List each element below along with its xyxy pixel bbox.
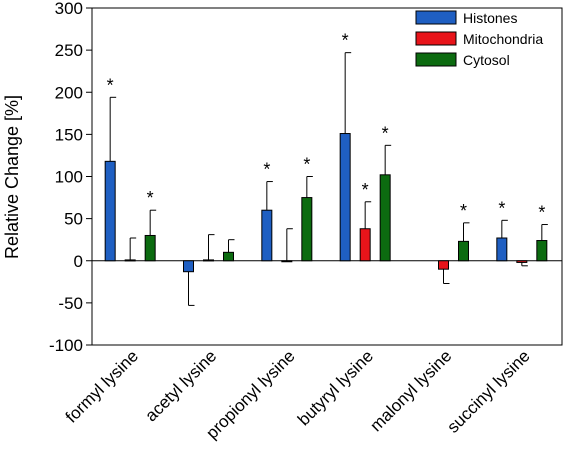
chart-legend: Histones Mitochondria Cytosol (415, 10, 543, 68)
significance-star: * (263, 160, 270, 180)
significance-star: * (303, 155, 310, 175)
legend-swatch (415, 10, 457, 25)
bar (438, 260, 449, 270)
bar (104, 160, 116, 262)
bar (301, 197, 313, 262)
category-label: butyryl lysine (294, 346, 377, 429)
legend-label: Cytosol (463, 52, 510, 68)
bar (496, 237, 508, 262)
bar (379, 174, 391, 262)
bar (536, 240, 548, 262)
y-tick-label: -50 (58, 294, 83, 313)
y-tick-label: 50 (64, 210, 83, 229)
significance-star: * (460, 201, 467, 221)
y-axis-label: Relative Change [%] (2, 95, 22, 259)
bar (359, 228, 371, 262)
category-label: formyl lysine (62, 346, 142, 426)
bar (516, 260, 528, 263)
legend-label: Histones (463, 10, 517, 26)
bar (339, 133, 351, 262)
chart-bars (104, 52, 548, 306)
significance-star: * (362, 180, 369, 200)
bar (458, 240, 469, 262)
bar (281, 260, 293, 263)
category-label: acetyl lysine (141, 346, 220, 425)
significance-star: * (107, 75, 114, 95)
category-label: succinyl lysine (443, 346, 533, 436)
bar (261, 209, 273, 262)
y-tick-label: 250 (55, 41, 83, 60)
bar (223, 251, 234, 262)
legend-label: Mitochondria (463, 31, 543, 47)
significance-star: * (538, 203, 545, 223)
category-label: malonyl lysine (366, 346, 455, 435)
chart-axes (86, 7, 563, 346)
legend-swatch (415, 52, 457, 67)
bar (203, 259, 214, 262)
bar (144, 234, 156, 262)
bar (124, 259, 136, 262)
legend-swatch (415, 31, 457, 46)
significance-star: * (382, 123, 389, 143)
y-tick-label: 0 (74, 252, 83, 271)
y-tick-label: 300 (55, 0, 83, 18)
y-tick-label: 200 (55, 83, 83, 102)
y-tick-label: -100 (49, 336, 83, 355)
y-tick-label: 150 (55, 125, 83, 144)
y-tick-label: 100 (55, 168, 83, 187)
significance-star: * (342, 31, 349, 51)
bar (183, 260, 194, 273)
significance-star: * (147, 188, 154, 208)
significance-star: * (498, 198, 505, 218)
